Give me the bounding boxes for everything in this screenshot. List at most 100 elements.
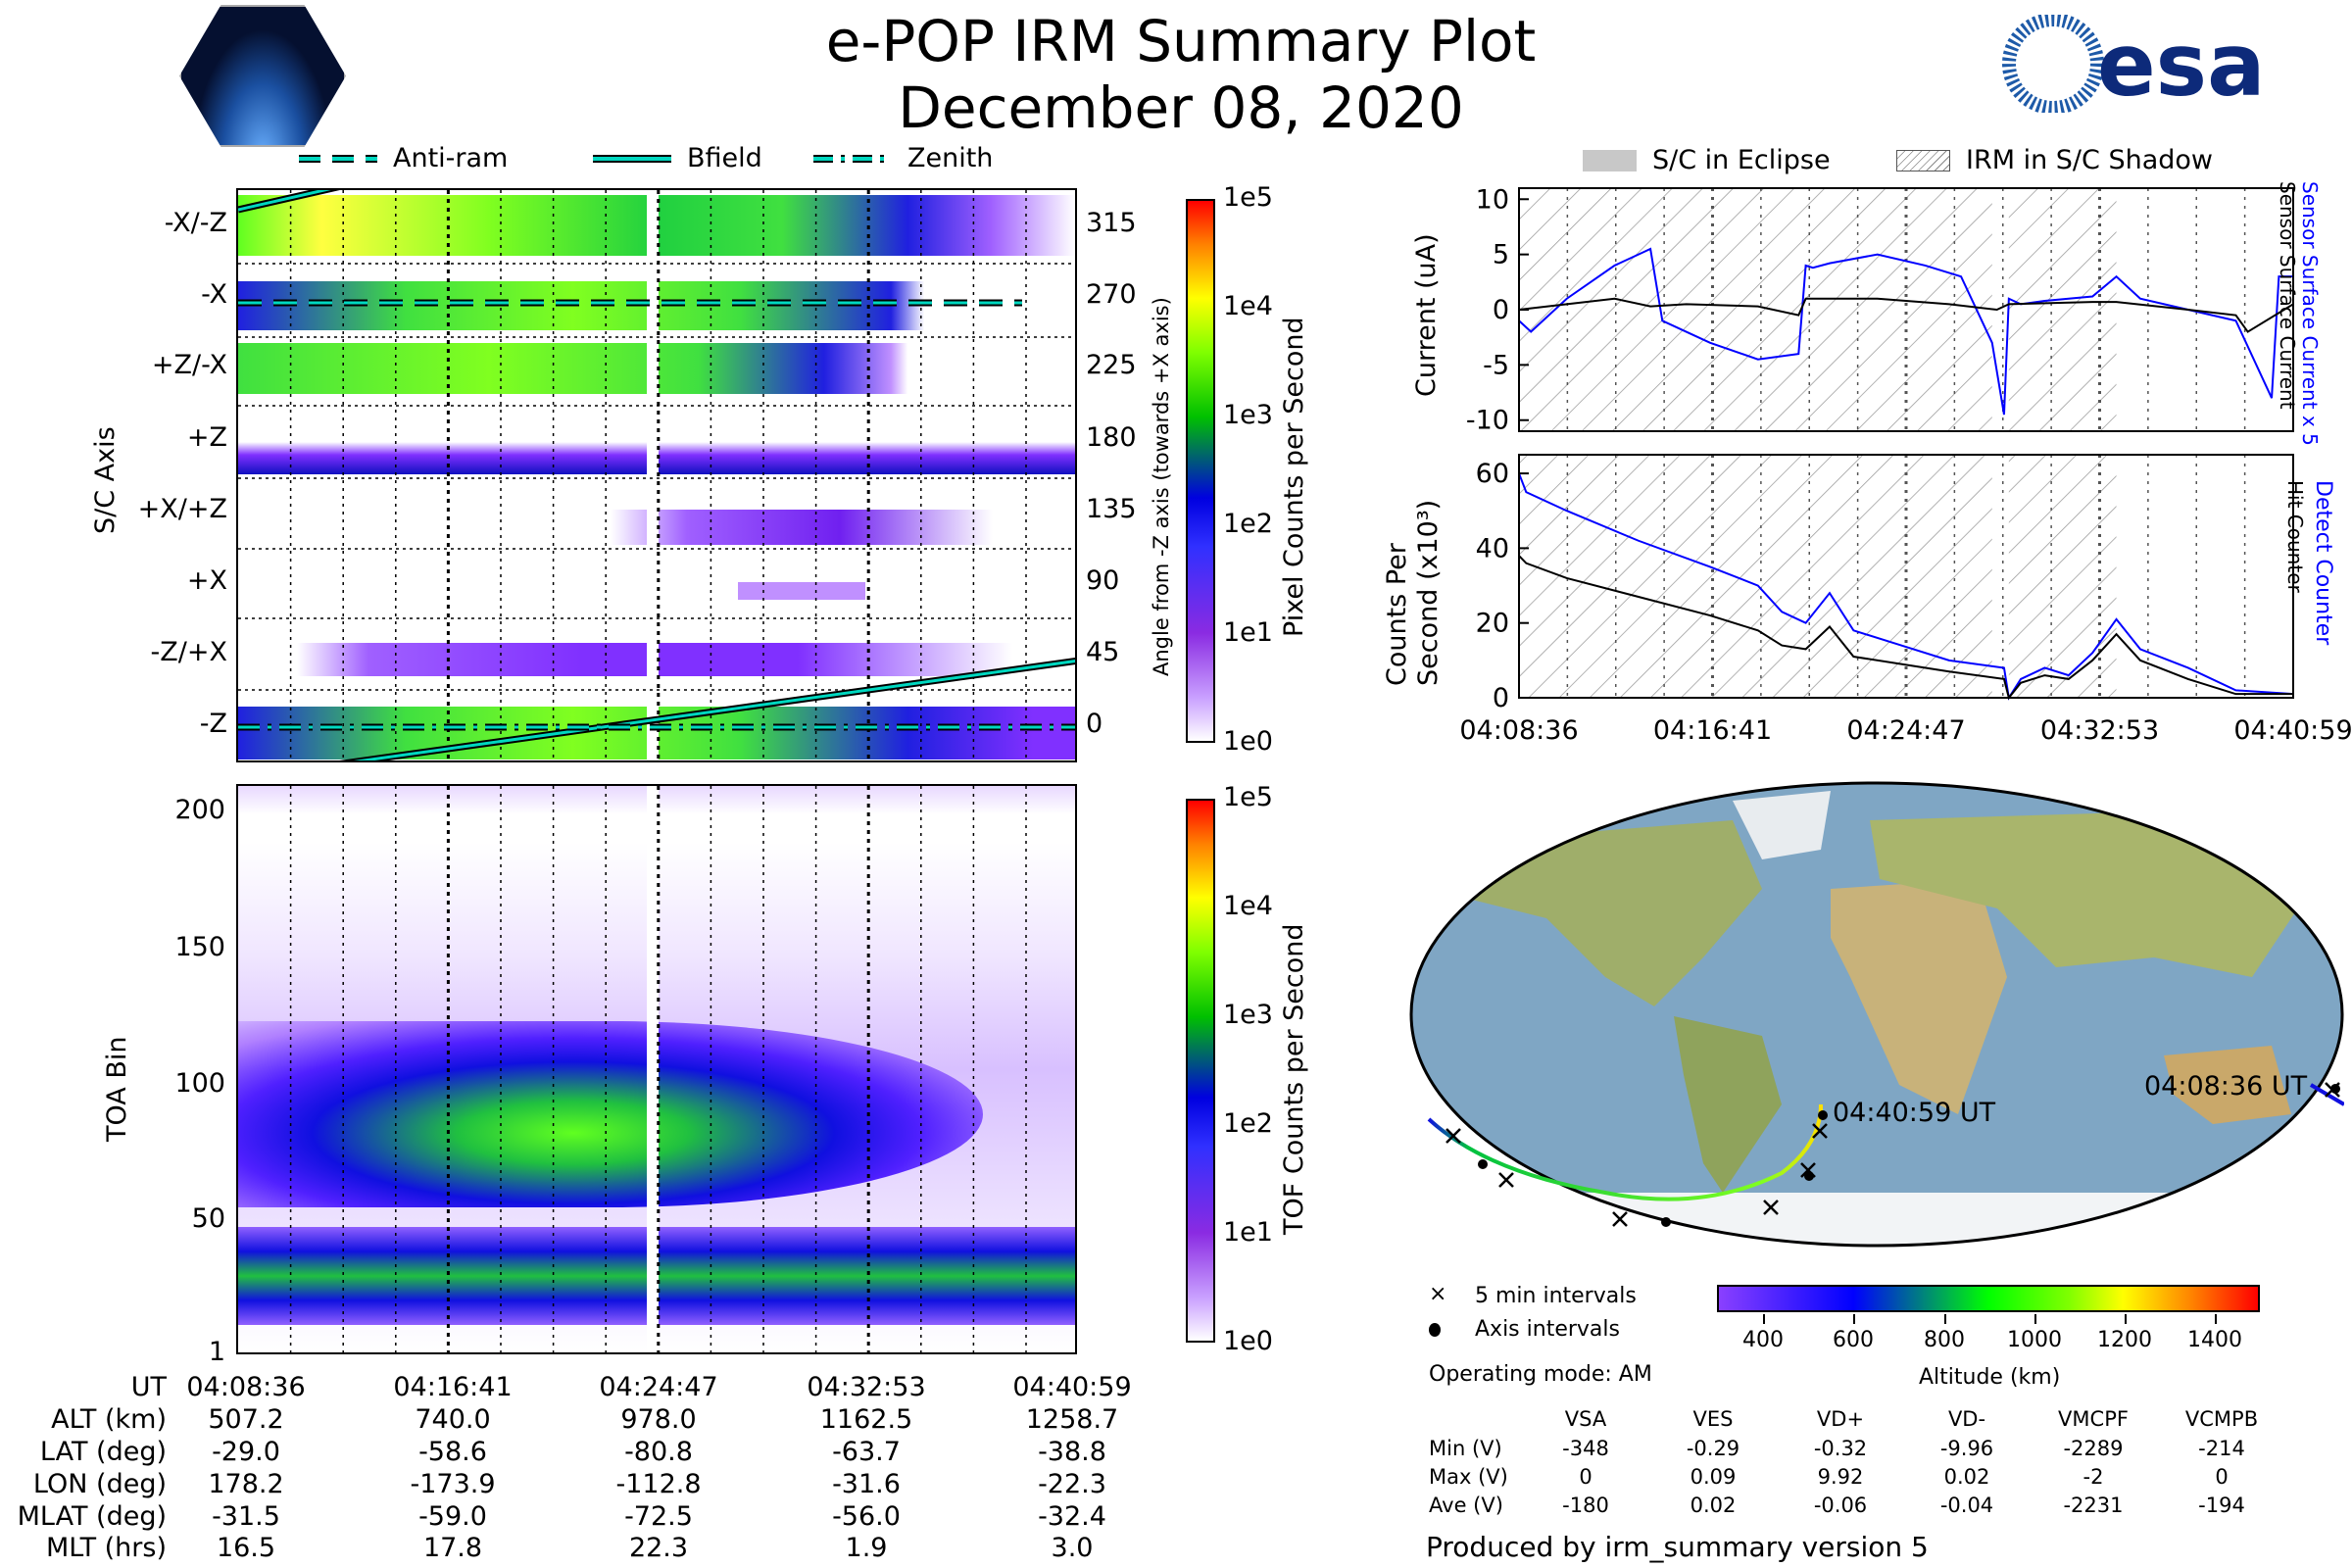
voltage-cell: -194: [2198, 1494, 2245, 1517]
voltage-cell: -9.96: [1939, 1437, 1994, 1460]
series-line: [1518, 247, 2293, 416]
x-tick-label: 04:32:53: [2040, 715, 2159, 746]
dot-marker-icon: [1429, 1323, 1441, 1337]
angle-tick: 180: [1086, 422, 1137, 453]
page-title: e-POP IRM Summary Plot: [825, 8, 1537, 74]
ephemeris-cell: -31.5: [212, 1501, 280, 1532]
series-line: [1518, 555, 2293, 701]
orbit-map: [1409, 781, 2346, 1248]
shadow-region: [1519, 455, 1992, 698]
axis-label: -Z/+X: [150, 637, 227, 667]
angle-tick: 135: [1086, 494, 1137, 524]
legend-label: Zenith: [907, 143, 994, 173]
legend-anti-ram: Anti-ram: [299, 143, 508, 173]
shadow-region: [1519, 188, 1992, 431]
toa-tick: 100: [174, 1068, 225, 1099]
voltage-cell: -0.32: [1813, 1437, 1868, 1460]
ephemeris-cell: 04:16:41: [393, 1372, 513, 1402]
legend-axis-intervals: Axis intervals: [1475, 1317, 1620, 1342]
altitude-tick: 1400: [2187, 1328, 2242, 1352]
y-tick-label: -5: [1483, 350, 1509, 380]
ephemeris-cell: 1162.5: [819, 1404, 913, 1435]
voltage-header: VCMPB: [2184, 1407, 2259, 1431]
svg-text:esa: esa: [2097, 15, 2265, 113]
row-label: MLT (hrs): [45, 1533, 167, 1563]
ephemeris-cell: 740.0: [415, 1404, 491, 1435]
voltage-header: VES: [1692, 1407, 1734, 1431]
toa-tick: 50: [191, 1203, 225, 1234]
angle-tick: 90: [1086, 565, 1120, 596]
axis-label: -Z: [199, 709, 227, 739]
voltage-cell: -0.06: [1813, 1494, 1868, 1517]
colorbar-tick: 1e1: [1223, 617, 1273, 648]
tick-mark: [2125, 1314, 2127, 1324]
voltage-cell: 0.09: [1690, 1465, 1737, 1489]
ephemeris-cell: 04:24:47: [599, 1372, 718, 1402]
current-black-label: Sensor Surface Current: [2276, 181, 2299, 410]
ephemeris-cell: -22.3: [1038, 1469, 1106, 1499]
colorbar-tick: 1e4: [1223, 291, 1273, 321]
ephemeris-cell: -29.0: [212, 1437, 280, 1467]
current-y-label: Current (uA): [1411, 233, 1442, 397]
voltage-header: VD+: [1816, 1407, 1865, 1431]
y-tick-label: -10: [1466, 406, 1509, 436]
ephemeris-cell: -173.9: [410, 1469, 496, 1499]
voltage-header: VD-: [1947, 1407, 1986, 1431]
reference-lines: [238, 190, 1075, 760]
tof-colorbar: [1186, 799, 1215, 1343]
colorbar-tick: 1e5: [1223, 782, 1273, 812]
row-label: UT: [130, 1372, 167, 1402]
toa-tick: 1: [208, 1337, 225, 1367]
altitude-tick: 1000: [2007, 1328, 2062, 1352]
ephemeris-cell: -63.7: [832, 1437, 901, 1467]
voltage-row-label: Max (V): [1429, 1465, 1508, 1489]
current-blue-label: Sensor Surface Current x 5: [2298, 181, 2322, 446]
ephemeris-cell: 04:32:53: [807, 1372, 926, 1402]
ephemeris-cell: -112.8: [615, 1469, 702, 1499]
ephemeris-cell: 1.9: [845, 1533, 888, 1563]
colorbar-tick: 1e5: [1223, 182, 1273, 213]
legend-label: IRM in S/C Shadow: [1966, 145, 2214, 175]
toa-y-label: TOA Bin: [102, 1036, 132, 1142]
ephemeris-cell: -38.8: [1038, 1437, 1106, 1467]
axis-label: +Z/-X: [151, 350, 227, 380]
voltage-cell: -0.04: [1939, 1494, 1994, 1517]
axis-label: +Z: [186, 422, 227, 453]
axis-label: -X: [201, 279, 227, 310]
voltage-header: VSA: [1564, 1407, 1607, 1431]
ephemeris-cell: 3.0: [1051, 1533, 1094, 1563]
tick-mark: [1853, 1314, 1855, 1324]
ephemeris-cell: 16.5: [216, 1533, 276, 1563]
axis-label: -X/-Z: [164, 208, 227, 238]
footer-text: Produced by irm_summary version 5: [1426, 1531, 1929, 1563]
legend-eclipse: S/C in Eclipse: [1583, 145, 1831, 175]
voltage-row-label: Ave (V): [1429, 1494, 1503, 1517]
counts-y-label-1: Counts Per: [1382, 543, 1412, 686]
operating-mode: Operating mode: AM: [1429, 1362, 1652, 1387]
y-tick-label: 40: [1476, 533, 1509, 564]
ephemeris-cell: 978.0: [620, 1404, 697, 1435]
ephemeris-cell: -32.4: [1038, 1501, 1106, 1532]
voltage-cell: 9.92: [1817, 1465, 1864, 1489]
row-label: MLAT (deg): [17, 1501, 167, 1532]
toa-spectrogram: [236, 784, 1077, 1354]
altitude-tick: 600: [1833, 1328, 1874, 1352]
ephemeris-cell: 04:40:59: [1012, 1372, 1132, 1402]
toa-tick: 150: [174, 932, 225, 962]
data-gap: [647, 786, 659, 1352]
ephemeris-cell: -58.6: [418, 1437, 487, 1467]
legend-label: S/C in Eclipse: [1652, 145, 1831, 175]
colorbar-tick: 1e1: [1223, 1217, 1273, 1248]
angle-spectrogram: [236, 188, 1077, 762]
angle-tick: 315: [1086, 208, 1137, 238]
altitude-colorbar: [1717, 1285, 2260, 1312]
legend-bfield: Bfield: [593, 143, 762, 173]
shadow-region: [2008, 455, 2117, 698]
y-tick-label: 10: [1476, 184, 1509, 215]
row-label: LON (deg): [32, 1469, 167, 1499]
angle-tick: 225: [1086, 350, 1137, 380]
tick-mark: [2215, 1314, 2217, 1324]
voltage-cell: -214: [2198, 1437, 2245, 1460]
voltage-cell: -180: [1562, 1494, 1609, 1517]
altitude-tick: 800: [1924, 1328, 1965, 1352]
